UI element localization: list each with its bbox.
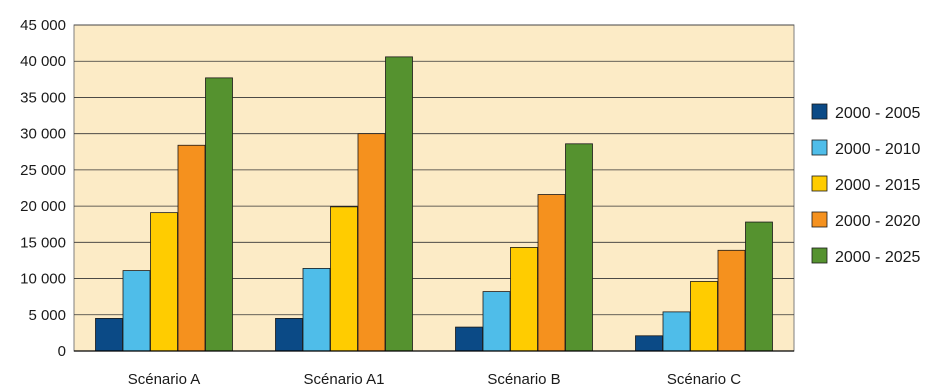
bar (150, 212, 178, 352)
legend-label: 2000 - 2025 (835, 249, 921, 266)
bar (177, 144, 206, 352)
y-tick-label: 30 000 (20, 126, 66, 143)
y-tick-label: 45 000 (20, 17, 66, 34)
y-tick-label: 10 000 (20, 271, 66, 288)
legend-label: 2000 - 2020 (835, 213, 921, 230)
bar (205, 77, 233, 352)
y-tick-label: 5 000 (28, 307, 66, 324)
legend-swatch (811, 103, 828, 120)
y-tick-label: 40 000 (20, 53, 66, 70)
bars (95, 56, 773, 352)
y-axis-ticks: 0 5 000 10 000 15 000 20 000 25 000 30 000 35 0… (20, 17, 66, 360)
bar (122, 270, 151, 352)
bar (357, 133, 386, 352)
y-tick-label: 20 000 (20, 198, 66, 215)
x-axis-labels: Scénario A Scénario A1 Scénario B Scénario … (128, 371, 742, 388)
bar (690, 281, 718, 352)
y-tick-label: 35 000 (20, 89, 66, 106)
bar (302, 268, 331, 352)
y-tick-label: 15 000 (20, 234, 66, 251)
bar (662, 311, 691, 352)
legend-label: 2000 - 2015 (835, 177, 921, 194)
legend-swatch (811, 247, 828, 264)
legend-label: 2000 - 2005 (835, 105, 921, 122)
bar (330, 206, 358, 352)
bar (745, 221, 773, 352)
bar (510, 247, 538, 352)
x-category-label: Scénario A1 (304, 371, 385, 388)
bar (95, 317, 123, 352)
bar (455, 326, 483, 352)
bar (565, 143, 593, 352)
bar (275, 317, 303, 352)
bar (385, 56, 413, 352)
bar (717, 249, 746, 352)
bar (482, 291, 511, 352)
bar (537, 194, 566, 352)
bar (635, 335, 663, 352)
x-category-label: Scénario B (487, 371, 560, 388)
y-tick-label: 0 (58, 343, 66, 360)
legend: 2000 - 2005 2000 - 2010 2000 - 2015 2000 - … (811, 103, 921, 266)
y-tick-label: 25 000 (20, 162, 66, 179)
legend-swatch (811, 175, 828, 192)
legend-label: 2000 - 2010 (835, 141, 921, 158)
legend-swatch (811, 139, 828, 156)
x-category-label: Scénario C (667, 371, 741, 388)
legend-swatch (811, 211, 828, 228)
x-category-label: Scénario A (128, 371, 201, 388)
